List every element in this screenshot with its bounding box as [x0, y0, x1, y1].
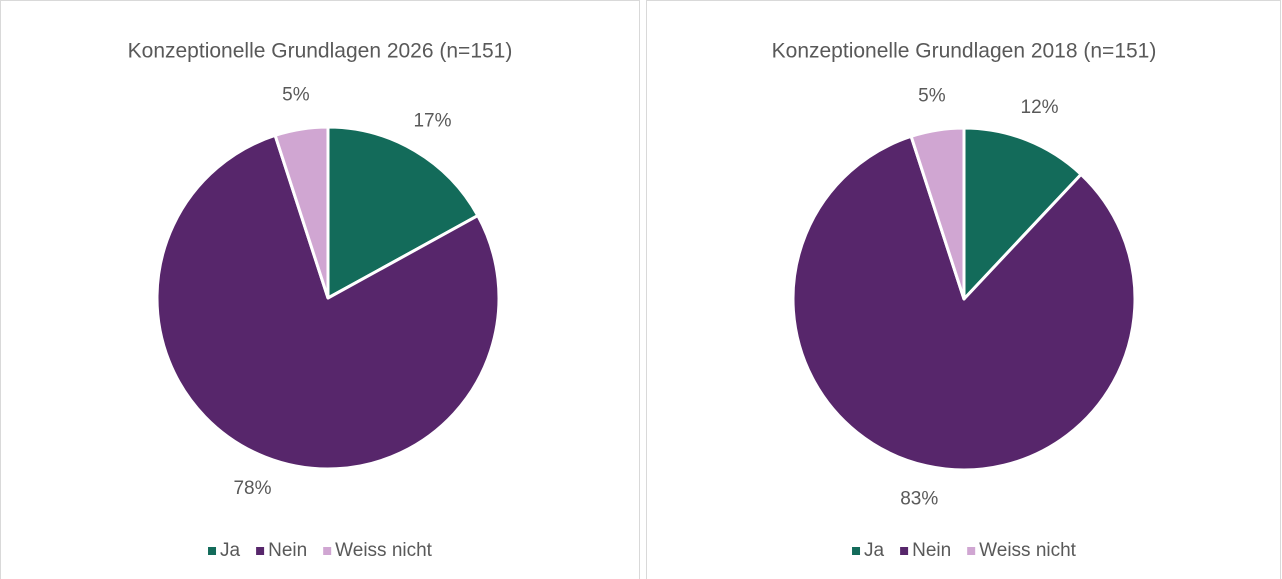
- legend-label: Nein: [268, 540, 307, 561]
- pie-slice: [962, 126, 1083, 301]
- pie-slice: [326, 125, 480, 300]
- legend-label: Weiss nicht: [335, 540, 433, 561]
- data-label: 12%: [1021, 97, 1059, 118]
- chart-title: Konzeptionelle Grundlagen 2018 (n=151): [772, 40, 1157, 63]
- legend-label: Ja: [864, 540, 885, 561]
- pie-slice: [155, 133, 501, 471]
- legend-marker: [967, 547, 976, 555]
- legend-marker: [256, 547, 265, 555]
- pie-slice: [791, 134, 1137, 472]
- data-label: 5%: [918, 85, 946, 106]
- legend-marker: [208, 547, 217, 555]
- legend-marker: [323, 547, 332, 555]
- legend-marker: [900, 547, 909, 555]
- data-label: 5%: [282, 84, 310, 105]
- chart-title: Konzeptionelle Grundlagen 2026 (n=151): [128, 40, 513, 63]
- data-label: 83%: [900, 488, 938, 509]
- legend-label: Ja: [220, 540, 241, 561]
- data-label: 78%: [233, 478, 271, 499]
- legend-label: Weiss nicht: [979, 540, 1077, 561]
- legend-label: Nein: [912, 540, 951, 561]
- data-label: 17%: [413, 110, 451, 131]
- pie-slice: [273, 125, 330, 300]
- pie-slice: [909, 126, 966, 301]
- legend-marker: [852, 547, 861, 555]
